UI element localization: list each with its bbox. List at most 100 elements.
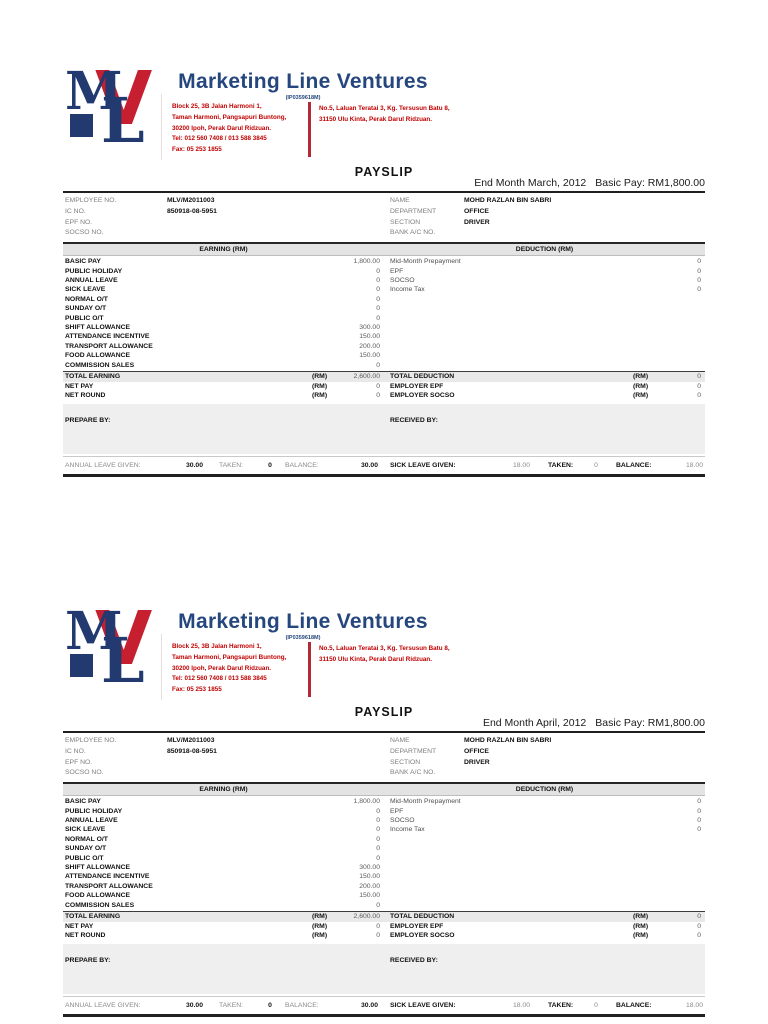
earning-row: SHIFT ALLOWANCE 300.00	[65, 863, 380, 872]
earning-value: 200.00	[359, 342, 380, 350]
sick-leave-taken-value: 0	[594, 461, 598, 469]
earning-value: 1,800.00	[353, 258, 380, 266]
employee-info-right: NAME MOHD RAZLAN BIN SABRI DEPARTMENT OF…	[384, 196, 705, 239]
company-header: V M L Marketing Line Ventures (IP0359618…	[63, 602, 705, 706]
total-row: NET PAY (RM) 0	[63, 382, 384, 392]
employee-field-value: MOHD RAZLAN BIN SABRI	[464, 197, 552, 204]
total-row: NET ROUND (RM) 0	[63, 931, 384, 941]
deduction-section-header: DEDUCTION (RM)	[515, 246, 574, 254]
total-value: 0	[697, 392, 701, 400]
earning-value: 300.00	[359, 864, 380, 872]
total-row: EMPLOYER SOCSO (RM) 0	[384, 931, 705, 941]
sick-leave-balance-label: BALANCE:	[616, 461, 652, 469]
deduction-value: 0	[697, 817, 701, 824]
earning-row: BASIC PAY 1,800.00	[65, 257, 380, 266]
employee-field-row: SECTION DRIVER	[390, 758, 705, 769]
company-logo: V M L	[65, 602, 161, 702]
deduction-value: 0	[697, 807, 701, 815]
employee-field-label: BANK A/C NO.	[390, 229, 436, 237]
earning-value: 0	[376, 817, 380, 824]
logo-letter-m: M	[65, 601, 123, 662]
earning-rows: BASIC PAY 1,800.00 PUBLIC HOLIDAY 0 ANNU…	[63, 797, 384, 911]
total-unit: (RM)	[633, 932, 649, 940]
employee-field-row: EPF NO.	[65, 758, 384, 769]
period-end-month: End Month March, 2012	[474, 177, 587, 189]
deduction-label: Mid-Month Prepayment	[390, 258, 461, 266]
employee-field-row: EMPLOYEE NO. MLV/M2011003	[65, 196, 384, 207]
total-label: NET PAY	[65, 922, 94, 930]
employee-field-label: EMPLOYEE NO.	[65, 197, 117, 204]
total-label: TOTAL EARNING	[65, 913, 121, 921]
employee-field-label: IC NO.	[65, 207, 86, 215]
earning-label: BASIC PAY	[65, 798, 101, 806]
total-label: NET PAY	[65, 382, 94, 390]
employee-field-label: SOCSO NO.	[65, 769, 104, 777]
sick-leave-summary: SICK LEAVE GIVEN: 18.00 TAKEN: 0 BALANCE…	[384, 1002, 705, 1009]
totals-left: TOTAL EARNING (RM) 2,600.00 NET PAY (RM)…	[63, 912, 384, 941]
sick-leave-summary: SICK LEAVE GIVEN: 18.00 TAKEN: 0 BALANCE…	[384, 462, 705, 469]
company-address-left: Block 25, 3B Jalan Harmoni 1, Taman Harm…	[172, 643, 287, 694]
earning-label: ATTENDANCE INCENTIVE	[65, 873, 150, 881]
employee-field-value: MLV/M2011003	[167, 737, 215, 744]
earning-value: 0	[376, 854, 380, 862]
earning-row: PUBLIC O/T 0	[65, 854, 380, 863]
total-row: EMPLOYER EPF (RM) 0	[384, 382, 705, 392]
employee-field-row: BANK A/C NO.	[390, 768, 705, 779]
deduction-value: 0	[697, 826, 701, 834]
earning-value: 150.00	[359, 352, 380, 360]
total-unit: (RM)	[633, 382, 649, 390]
employee-info-left: EMPLOYEE NO. MLV/M2011003 IC NO. 850918-…	[63, 196, 384, 239]
signature-block: PREPARE BY: RECEIVED BY:	[63, 943, 705, 994]
employee-field-value: DRIVER	[464, 218, 490, 226]
items-area: BASIC PAY 1,800.00 PUBLIC HOLIDAY 0 ANNU…	[63, 796, 705, 911]
logo-letter-m: M	[65, 61, 123, 122]
total-label: NET ROUND	[65, 932, 106, 940]
total-row: NET PAY (RM) 0	[63, 922, 384, 932]
deduction-value: 0	[697, 277, 701, 284]
employee-field-label: NAME	[390, 197, 410, 204]
deduction-label: EPF	[390, 807, 404, 815]
period-basic-pay: Basic Pay: RM1,800.00	[595, 177, 705, 189]
employee-info-right: NAME MOHD RAZLAN BIN SABRI DEPARTMENT OF…	[384, 736, 705, 779]
earning-row: FOOD ALLOWANCE 150.00	[65, 891, 380, 900]
earning-row: COMMISSION SALES 0	[65, 901, 380, 910]
address-left-divider	[161, 634, 162, 700]
employee-field-row: SOCSO NO.	[65, 768, 384, 779]
logo-letter-v: V	[95, 56, 153, 142]
total-row: EMPLOYER SOCSO (RM) 0	[384, 391, 705, 401]
received-by-label: RECEIVED BY:	[390, 416, 438, 424]
earning-value: 150.00	[359, 333, 380, 341]
earning-label: PUBLIC HOLIDAY	[65, 807, 123, 815]
logo-letter-l: L	[101, 624, 145, 697]
logo-square	[70, 654, 93, 677]
total-label: EMPLOYER SOCSO	[390, 392, 455, 400]
deduction-row: SOCSO 0	[390, 276, 701, 285]
total-row: TOTAL EARNING (RM) 2,600.00	[63, 912, 384, 922]
earning-row: PUBLIC HOLIDAY 0	[65, 267, 380, 276]
earning-row: BASIC PAY 1,800.00	[65, 797, 380, 806]
period-basic-pay: Basic Pay: RM1,800.00	[595, 717, 705, 729]
employee-field-value: OFFICE	[464, 747, 489, 755]
section-header-band: EARNING (RM) DEDUCTION (RM)	[63, 244, 705, 257]
earning-row: NORMAL O/T 0	[65, 295, 380, 304]
employee-field-value: OFFICE	[464, 207, 489, 215]
total-value: 0	[697, 913, 701, 921]
total-row: TOTAL EARNING (RM) 2,600.00	[63, 372, 384, 382]
total-unit: (RM)	[633, 913, 649, 921]
total-value: 0	[376, 932, 380, 940]
deduction-row: Mid-Month Prepayment 0	[390, 257, 701, 266]
employee-field-label: SOCSO NO.	[65, 229, 104, 237]
sick-leave-given-label: SICK LEAVE GIVEN:	[390, 461, 456, 469]
leave-summary-row: ANNUAL LEAVE GIVEN: 30.00 TAKEN: 0 BALAN…	[63, 455, 705, 477]
employee-field-label: BANK A/C NO.	[390, 769, 436, 777]
employee-field-row: EPF NO.	[65, 218, 384, 229]
earning-value: 0	[376, 305, 380, 313]
earning-section-header: EARNING (RM)	[199, 246, 248, 254]
total-value: 0	[697, 382, 701, 390]
employee-field-label: DEPARTMENT	[390, 747, 437, 755]
earning-row: FOOD ALLOWANCE 150.00	[65, 351, 380, 360]
total-unit: (RM)	[633, 392, 649, 400]
company-reg-no: (IP0359618M)	[285, 95, 321, 101]
deduction-rows: Mid-Month Prepayment 0 EPF 0 SOCSO	[384, 797, 705, 911]
deduction-label: EPF	[390, 267, 404, 275]
